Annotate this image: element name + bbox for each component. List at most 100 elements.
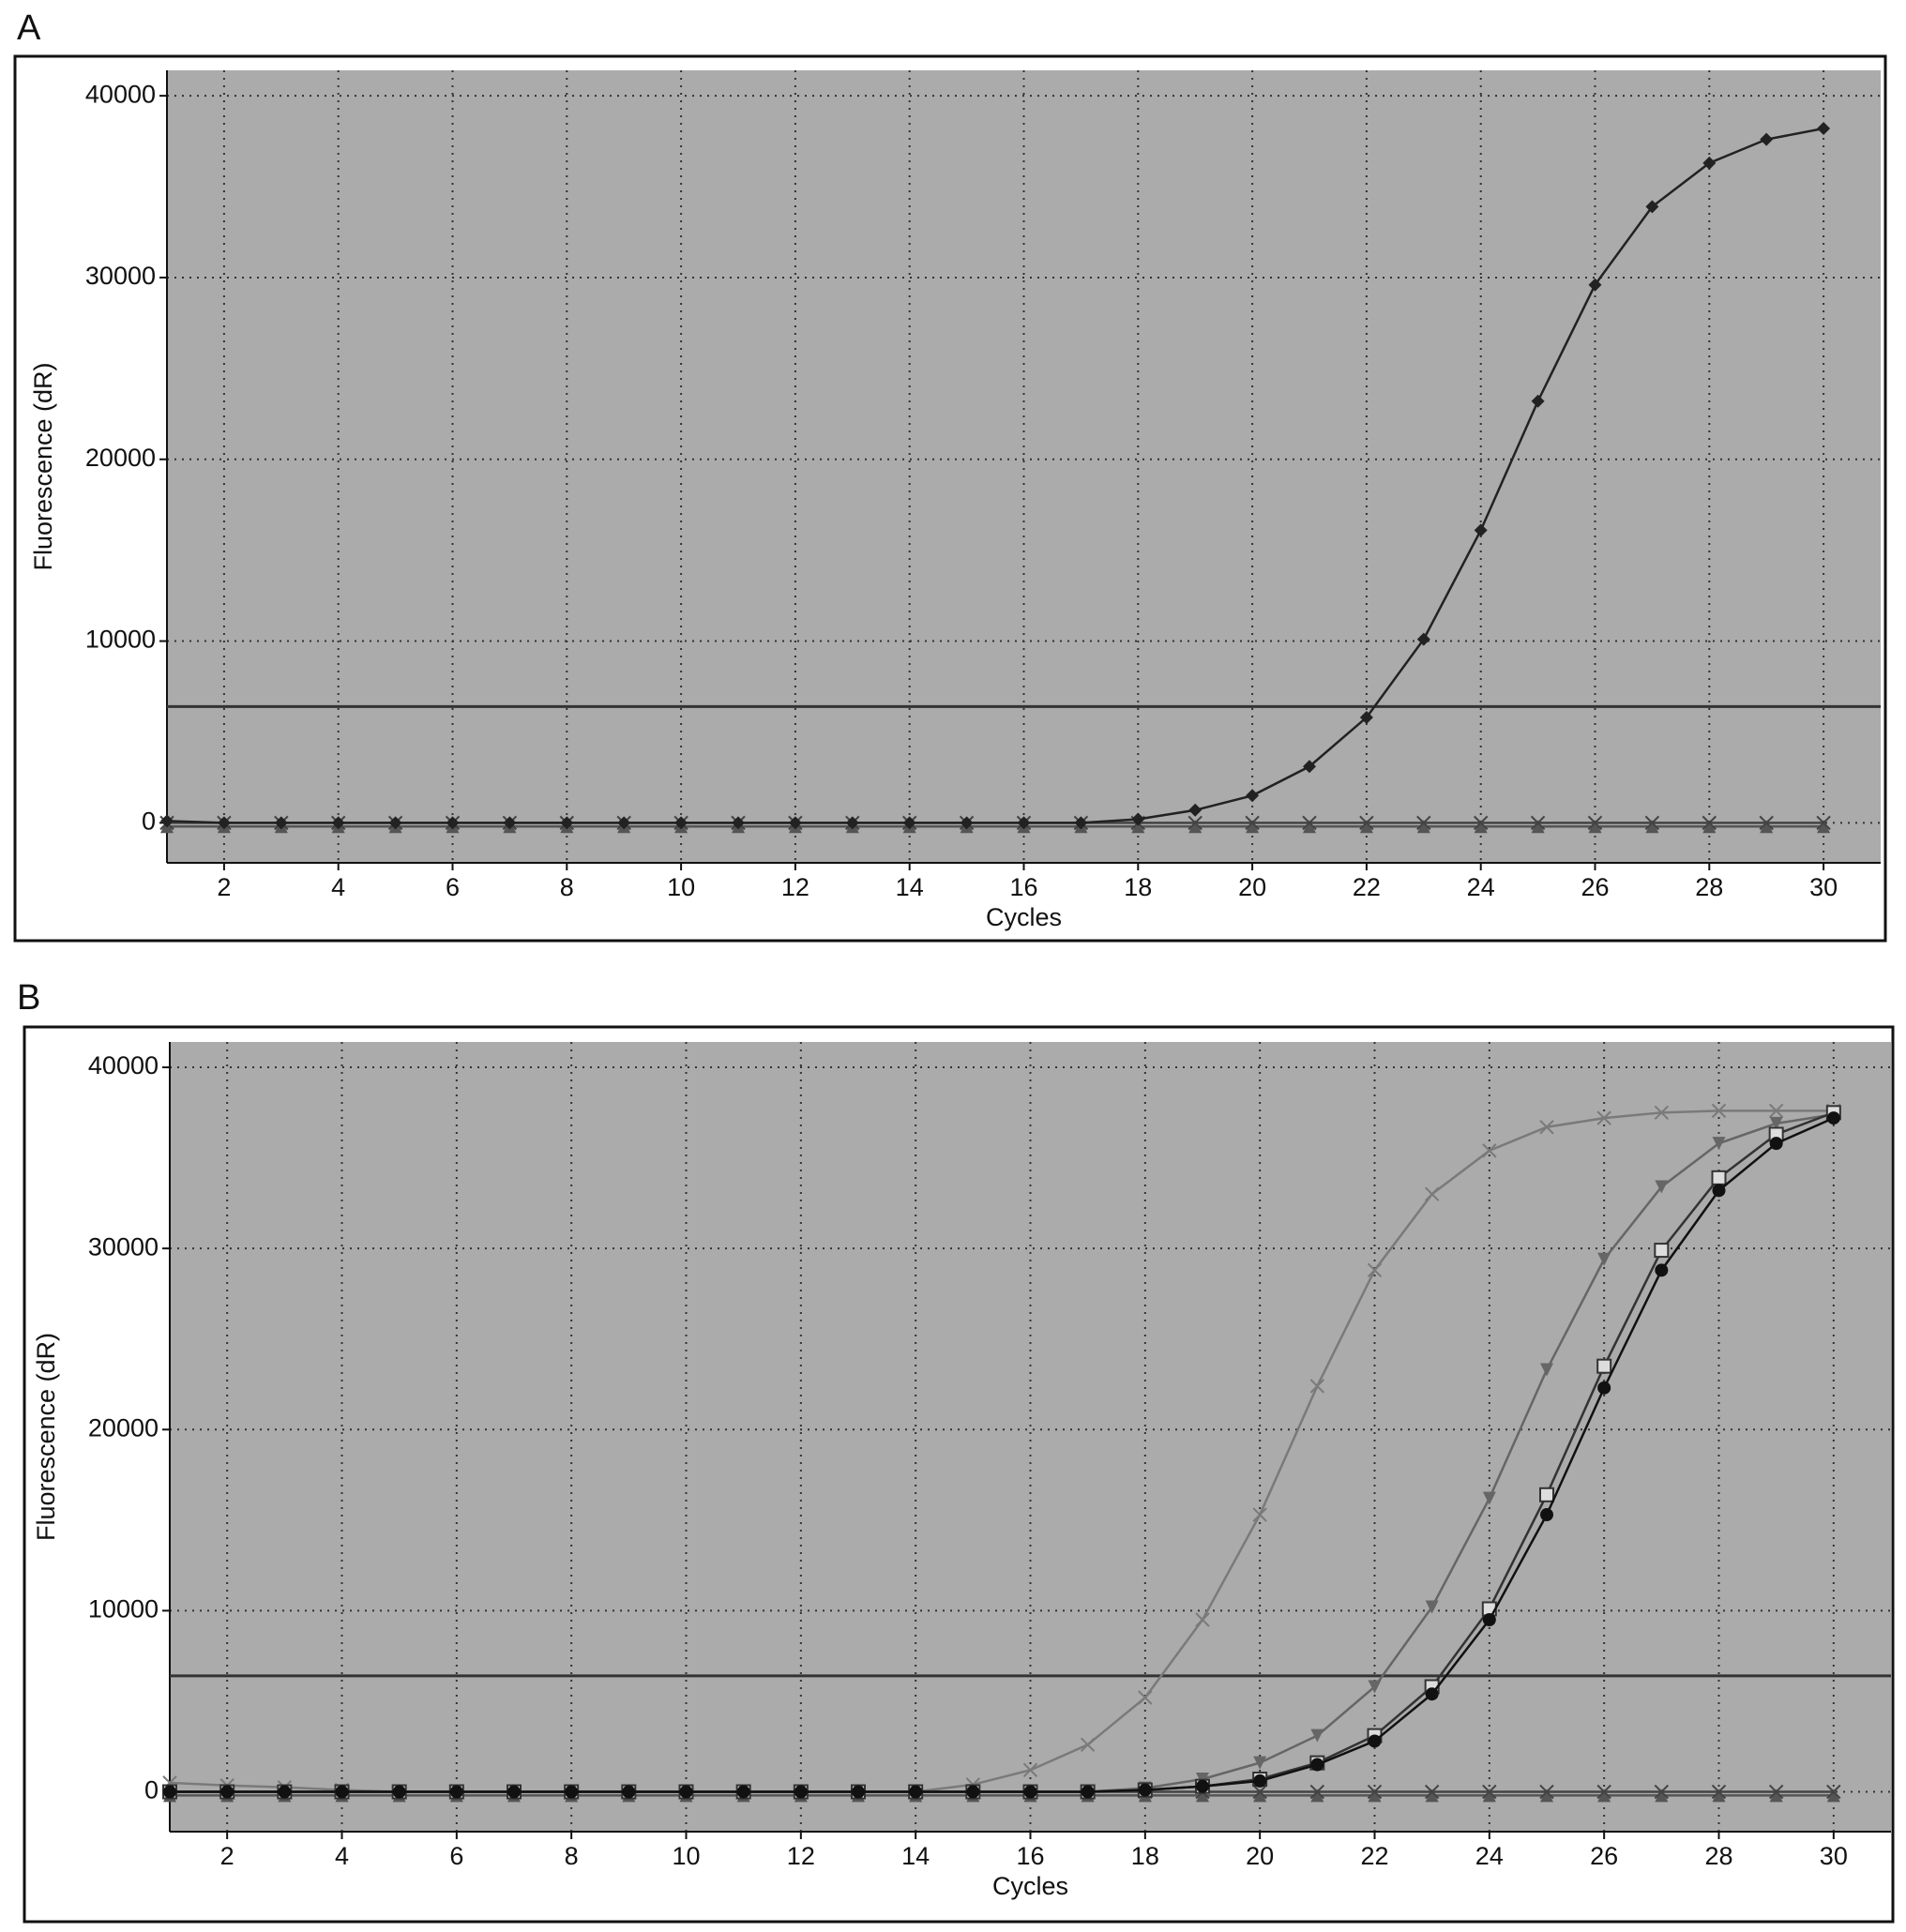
marker [1540, 1508, 1553, 1522]
marker [1654, 1784, 1670, 1800]
marker [1597, 1252, 1611, 1266]
panel-label: B [17, 978, 40, 1018]
x-tick-label: 12 [787, 1842, 815, 1870]
marker [1768, 1103, 1784, 1119]
marker [335, 1785, 349, 1799]
panel-label: A [17, 8, 41, 48]
x-tick-label: 4 [331, 873, 345, 901]
marker [1654, 1243, 1670, 1259]
marker [1424, 1784, 1440, 1800]
marker [217, 816, 231, 830]
marker [1074, 816, 1088, 830]
marker [1309, 1784, 1325, 1800]
marker [1080, 1737, 1096, 1753]
marker [1817, 122, 1831, 136]
marker [1425, 1789, 1439, 1803]
marker [1359, 820, 1373, 834]
marker [1588, 278, 1602, 292]
marker [1416, 632, 1430, 646]
x-tick-label: 12 [781, 873, 809, 901]
x-tick-label: 2 [217, 873, 231, 901]
marker [736, 1785, 750, 1799]
marker [1023, 1785, 1037, 1799]
x-tick-label: 14 [901, 1842, 930, 1870]
marker [617, 816, 631, 830]
marker [1645, 820, 1659, 834]
marker [679, 1785, 693, 1799]
marker [565, 1785, 579, 1799]
marker [1253, 1774, 1267, 1788]
y-tick-label: 0 [144, 1776, 159, 1804]
marker [1539, 1784, 1554, 1800]
marker [794, 1785, 808, 1799]
marker [1017, 816, 1031, 830]
marker [1539, 1487, 1554, 1502]
marker [1131, 812, 1145, 826]
marker [1596, 1110, 1611, 1125]
y-tick-label: 40000 [88, 1051, 159, 1079]
marker [1702, 820, 1717, 834]
y-tick-label: 20000 [88, 1413, 159, 1441]
x-tick-label: 20 [1246, 1842, 1274, 1870]
marker [220, 1785, 234, 1799]
marker [1368, 1680, 1382, 1694]
marker [1817, 820, 1831, 834]
y-tick-label: 20000 [85, 444, 156, 472]
x-tick-label: 10 [672, 1842, 700, 1870]
marker [278, 1785, 292, 1799]
y-tick-label: 30000 [85, 262, 156, 290]
x-tick-label: 28 [1695, 873, 1723, 901]
marker [1359, 710, 1373, 724]
y-tick-label: 10000 [88, 1595, 159, 1623]
marker [388, 816, 402, 830]
marker [1540, 1789, 1553, 1803]
y-tick-label: 10000 [85, 626, 156, 654]
marker [1711, 1103, 1727, 1119]
marker [507, 1785, 521, 1799]
marker [1367, 1784, 1383, 1800]
marker [1702, 815, 1717, 831]
marker [1309, 1379, 1325, 1394]
x-tick-label: 18 [1124, 873, 1152, 901]
marker [1482, 1784, 1497, 1800]
x-axis-label: Cycles [992, 1872, 1068, 1900]
x-tick-label: 18 [1131, 1842, 1159, 1870]
marker [1768, 1784, 1784, 1800]
marker [1474, 820, 1488, 834]
marker [1138, 1690, 1153, 1705]
x-tick-label: 6 [449, 1842, 463, 1870]
marker [1303, 820, 1316, 834]
x-tick-label: 8 [565, 1842, 579, 1870]
marker [966, 1785, 980, 1799]
marker [1302, 815, 1317, 831]
x-tick-label: 26 [1581, 873, 1609, 901]
marker [1246, 789, 1260, 803]
marker [1022, 1762, 1038, 1778]
marker [1310, 1789, 1324, 1803]
plot-area [167, 70, 1881, 863]
marker [331, 816, 345, 830]
marker [1425, 1600, 1439, 1614]
x-tick-label: 10 [667, 873, 695, 901]
x-tick-label: 14 [896, 873, 924, 901]
marker [1655, 1180, 1669, 1194]
series-line [170, 1116, 1835, 1793]
marker [1196, 1789, 1209, 1803]
marker [1081, 1785, 1095, 1799]
panel-frame [23, 1025, 1895, 1924]
marker [449, 1785, 463, 1799]
series-line [166, 127, 1824, 824]
marker [1482, 1143, 1497, 1158]
y-tick-label: 30000 [88, 1232, 159, 1260]
marker [1826, 1784, 1841, 1800]
marker [1769, 1789, 1783, 1803]
marker [1482, 1613, 1496, 1627]
marker [1195, 1612, 1210, 1627]
marker [1539, 1120, 1554, 1135]
marker [788, 816, 802, 830]
y-tick-label: 0 [142, 807, 156, 835]
x-tick-label: 24 [1475, 1842, 1504, 1870]
marker [1711, 1784, 1727, 1800]
marker [1597, 1789, 1611, 1803]
marker [1816, 815, 1831, 831]
